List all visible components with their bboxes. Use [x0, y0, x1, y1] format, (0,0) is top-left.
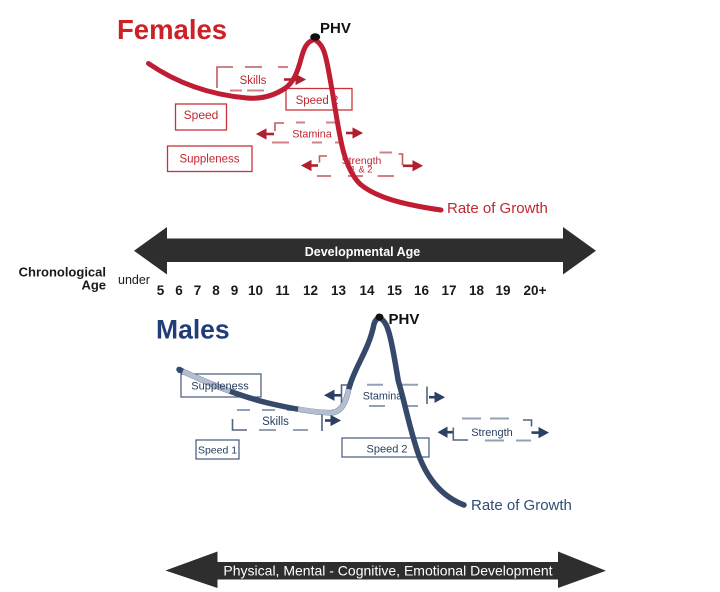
- svg-text:13: 13: [331, 283, 347, 298]
- svg-text:18: 18: [469, 283, 485, 298]
- svg-text:Speed 2: Speed 2: [367, 444, 408, 456]
- svg-text:Speed 2: Speed 2: [296, 95, 339, 107]
- svg-text:Strength: Strength: [342, 155, 382, 167]
- svg-text:Suppleness: Suppleness: [179, 154, 239, 166]
- svg-text:under: under: [118, 273, 150, 287]
- svg-text:Males: Males: [156, 315, 230, 345]
- svg-text:8: 8: [212, 283, 220, 298]
- svg-text:Skills: Skills: [240, 75, 267, 87]
- svg-text:14: 14: [359, 283, 375, 298]
- svg-text:11: 11: [275, 283, 290, 298]
- svg-text:Developmental Age: Developmental Age: [305, 245, 421, 259]
- svg-text:Speed 1: Speed 1: [198, 445, 237, 457]
- svg-text:17: 17: [441, 283, 456, 298]
- svg-text:19: 19: [495, 283, 510, 298]
- svg-text:Rate of Growth: Rate of Growth: [447, 200, 548, 217]
- svg-text:Females: Females: [117, 14, 227, 45]
- svg-text:Skills: Skills: [262, 416, 289, 428]
- svg-text:Chronological: Chronological: [19, 265, 106, 280]
- svg-text:PHV: PHV: [389, 311, 420, 328]
- svg-text:PHV: PHV: [320, 20, 351, 37]
- svg-text:Strength: Strength: [471, 427, 513, 439]
- svg-text:12: 12: [303, 283, 318, 298]
- svg-text:16: 16: [414, 283, 430, 298]
- svg-text:15: 15: [387, 283, 403, 298]
- svg-text:Physical, Mental - Cognitive,: Physical, Mental - Cognitive, Emotional …: [223, 563, 552, 579]
- svg-text:Speed: Speed: [184, 108, 219, 122]
- svg-text:Stamina: Stamina: [292, 129, 332, 141]
- svg-text:6: 6: [175, 283, 183, 298]
- svg-text:5: 5: [157, 283, 165, 298]
- svg-text:Stamina: Stamina: [363, 391, 403, 403]
- svg-text:Suppleness: Suppleness: [191, 381, 249, 393]
- svg-text:7: 7: [194, 283, 202, 298]
- svg-text:20+: 20+: [524, 283, 547, 298]
- svg-text:9: 9: [231, 283, 239, 298]
- svg-text:Age: Age: [81, 278, 106, 293]
- svg-text:1 & 2: 1 & 2: [350, 165, 372, 176]
- svg-text:Rate of Growth: Rate of Growth: [471, 497, 572, 514]
- svg-text:10: 10: [248, 283, 263, 298]
